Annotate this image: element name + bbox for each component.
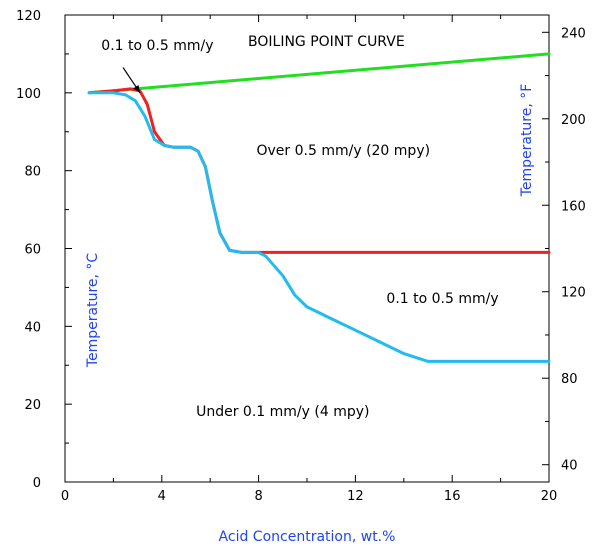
y-tick-label-left: 20	[24, 398, 41, 413]
annotation-low-rate-top: 0.1 to 0.5 mm/y	[101, 38, 213, 54]
y-tick-label-left: 60	[24, 243, 41, 258]
y-tick-label-right: 40	[561, 459, 578, 474]
annotation-under-rate: Under 0.1 mm/y (4 mpy)	[196, 404, 369, 420]
y-tick-label-right: 160	[561, 199, 586, 214]
annotation-mid-rate: 0.1 to 0.5 mm/y	[386, 291, 498, 307]
y-tick-label-left: 0	[33, 476, 41, 491]
y-tick-label-right: 80	[561, 372, 578, 387]
arrow-head-icon	[133, 84, 141, 93]
boiling-point-line	[87, 52, 551, 95]
x-tick-label: 0	[61, 489, 69, 504]
x-tick-label: 20	[541, 489, 558, 504]
annotation-over-rate: Over 0.5 mm/y (20 mpy)	[257, 143, 431, 159]
annotations: 0.1 to 0.5 mm/y BOILING POINT CURVE Over 0…	[101, 34, 498, 420]
series-lines	[87, 52, 551, 363]
x-axis-title: Acid Concentration, wt.%	[219, 529, 396, 545]
y-tick-label-left: 40	[24, 320, 41, 335]
blue-rate-line	[87, 91, 551, 363]
y-tick-label-left: 80	[24, 165, 41, 180]
y-tick-label-left: 120	[16, 9, 41, 24]
y-axis-title-right: Temperature, °F	[519, 84, 535, 198]
y-tick-label-right: 240	[561, 26, 586, 41]
annotation-boiling-point: BOILING POINT CURVE	[248, 34, 405, 50]
x-tick-label: 16	[444, 489, 461, 504]
y-axis-title-left: Temperature, °C	[85, 253, 101, 369]
y-tick-label-left: 100	[16, 87, 41, 102]
x-tick-label: 12	[347, 489, 364, 504]
y-tick-label-right: 200	[561, 113, 586, 128]
y-tick-label-right: 120	[561, 286, 586, 301]
red-rate-line	[87, 87, 551, 254]
x-tick-label: 4	[158, 489, 166, 504]
x-tick-label: 8	[254, 489, 262, 504]
